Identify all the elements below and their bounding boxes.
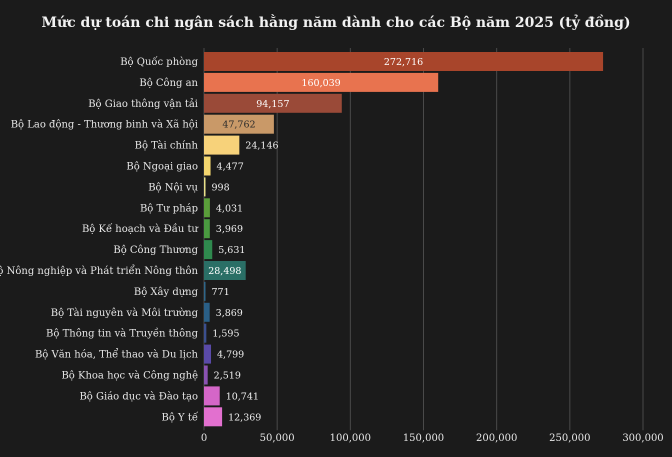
bar [204, 365, 208, 385]
value-label: 4,477 [217, 162, 244, 173]
x-tick-label: 200,000 [476, 433, 517, 444]
x-tick-label: 0 [201, 433, 207, 444]
category-label: Bộ Y tế [162, 412, 199, 423]
bar [204, 323, 207, 343]
category-label: Bộ Văn hóa, Thể thao và Du lịch [35, 349, 199, 361]
bar [204, 344, 212, 364]
value-label: 3,969 [216, 224, 243, 235]
category-label: Bộ Công Thương [113, 245, 198, 256]
x-tick-label: 300,000 [622, 433, 663, 444]
category-label: Bộ Quốc phòng [120, 57, 198, 68]
value-label: 47,762 [222, 120, 255, 131]
value-label: 10,741 [226, 391, 259, 402]
bar [204, 386, 220, 406]
category-label: Bộ Thông tin và Truyền thông [46, 328, 199, 340]
category-label: Bộ Khoa học và Công nghệ [61, 371, 198, 382]
bar [204, 52, 604, 71]
value-label: 12,369 [228, 412, 261, 423]
category-label: Bộ Tài nguyên và Môi trường [51, 308, 199, 319]
category-label: Bộ Xây dựng [134, 287, 199, 298]
value-label: 94,157 [256, 99, 289, 110]
bar [204, 198, 210, 218]
bar [204, 156, 211, 176]
x-tick-label: 100,000 [330, 433, 371, 444]
bar [204, 261, 246, 280]
x-tick-label: 50,000 [260, 433, 295, 444]
category-labels: Bộ Quốc phòng Bộ Công an Bộ Giao thông vận… [0, 57, 199, 423]
value-label: 3,869 [216, 308, 243, 319]
bar [204, 135, 240, 155]
value-label: 5,631 [218, 245, 245, 256]
x-tick-label: 250,000 [549, 433, 590, 444]
bar [204, 281, 206, 301]
value-label: 771 [212, 287, 230, 298]
bar [204, 407, 223, 427]
value-label: 4,031 [216, 203, 243, 214]
bar [204, 72, 439, 92]
bar [204, 302, 210, 322]
bar [204, 219, 210, 239]
category-label: Bộ Nội vụ [148, 182, 198, 193]
value-label: 2,519 [214, 371, 241, 382]
value-label: 1,595 [212, 329, 239, 340]
value-label: 272,716 [384, 57, 423, 68]
bar [204, 114, 274, 134]
value-label: 160,039 [301, 78, 340, 89]
bar [204, 240, 213, 260]
category-label: Bộ Ngoại giao [126, 162, 198, 173]
value-label: 998 [212, 182, 230, 193]
bar [204, 93, 342, 113]
category-label: Bộ Giáo dục và Đào tạo [79, 391, 198, 402]
x-axis-ticks: 0 50,000 100,000 150,000 200,000 250,000 300,0… [201, 433, 664, 444]
value-label: 4,799 [217, 350, 244, 361]
category-label: Bộ Công an [139, 78, 198, 89]
value-label: 28,498 [208, 266, 241, 277]
bar [204, 177, 206, 197]
chart-title: Mức dự toán chi ngân sách hằng năm dành … [41, 13, 630, 31]
category-label: Bộ Tài chính [135, 141, 199, 152]
value-label: 24,146 [245, 141, 278, 152]
category-label: Bộ Tư pháp [140, 203, 198, 214]
bars [204, 52, 604, 427]
category-label: Bộ Giao thông vận tải [88, 99, 198, 110]
category-label: Bộ Nông nghiệp và Phát triển Nông thôn [0, 265, 199, 277]
x-tick-label: 150,000 [403, 433, 444, 444]
category-label: Bộ Kế hoạch và Đầu tư [82, 223, 199, 235]
category-label: Bộ Lao động - Thương binh và Xã hội [11, 120, 198, 131]
